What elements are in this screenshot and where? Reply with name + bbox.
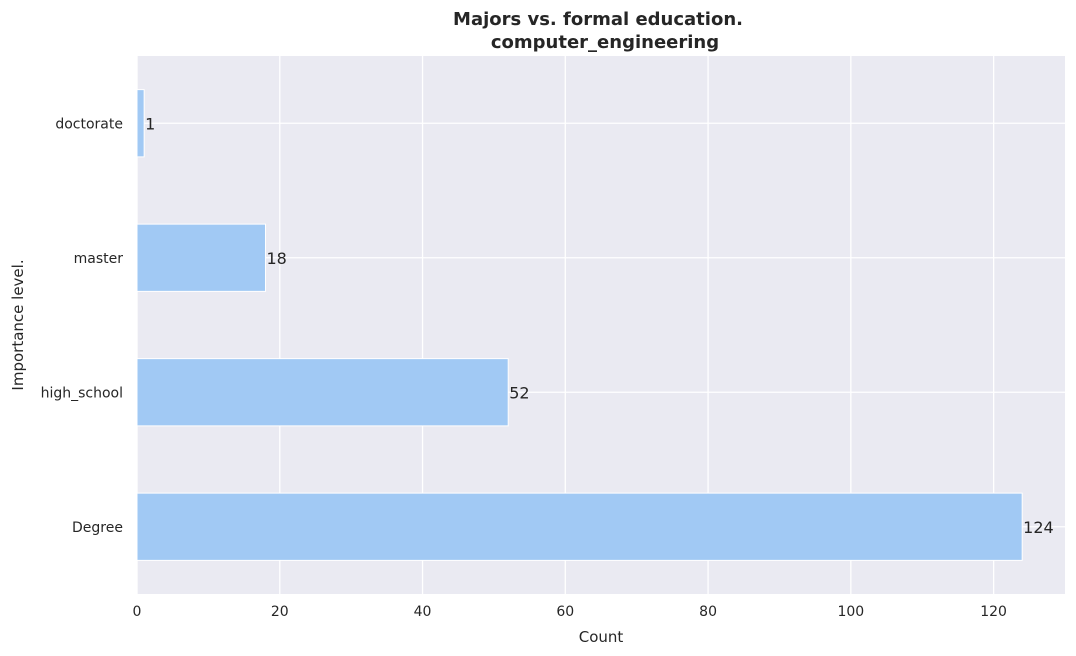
bar-master: [136, 223, 266, 292]
x-axis-label: Count: [579, 628, 624, 646]
chart-title: Majors vs. formal education.: [453, 9, 743, 30]
x-tick-label: 40: [414, 604, 432, 620]
y-tick-label: Degree: [72, 520, 123, 536]
bar-high-school: [136, 358, 509, 427]
x-tick-label: 100: [837, 604, 864, 620]
x-tick-label: 60: [556, 604, 574, 620]
data-labels: 124 52 18 1: [145, 114, 1054, 537]
bar-degree: [136, 492, 1023, 561]
data-label: 18: [266, 249, 286, 268]
y-tick-label: high_school: [41, 385, 123, 401]
data-label: 1: [145, 114, 155, 133]
y-axis-label: Importance level.: [9, 259, 27, 390]
y-tick-label: doctorate: [55, 116, 123, 132]
x-tick-label: 80: [699, 604, 717, 620]
x-tick-labels: 0 20 40 60 80 100 120: [133, 604, 1007, 620]
data-label: 124: [1023, 518, 1054, 537]
data-label: 52: [509, 383, 529, 402]
x-tick-label: 20: [271, 604, 289, 620]
x-tick-label: 0: [133, 604, 142, 620]
y-tick-label: master: [74, 251, 124, 267]
bars: [136, 89, 1023, 561]
y-tick-labels: Degree high_school master doctorate: [41, 116, 124, 536]
bar-doctorate: [136, 89, 145, 158]
x-tick-label: 120: [980, 604, 1007, 620]
chart-subtitle: computer_engineering: [491, 32, 719, 53]
